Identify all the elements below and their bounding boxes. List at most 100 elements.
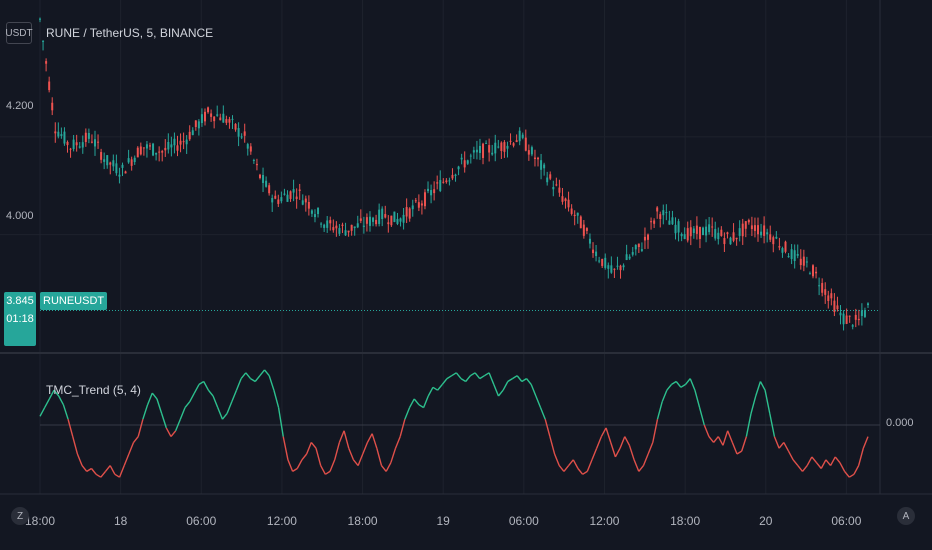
candle-body	[845, 315, 848, 324]
indicator-segment	[217, 407, 224, 420]
candle-body	[48, 81, 51, 91]
indicator-segment	[759, 381, 766, 391]
indicator-segment	[175, 418, 181, 432]
indicator-segment	[446, 375, 453, 380]
candle-body	[277, 199, 280, 204]
candle-body	[555, 184, 558, 186]
candle-body	[695, 225, 698, 234]
indicator-segment	[652, 419, 659, 443]
indicator-segment	[563, 465, 570, 472]
indicator-segment	[493, 384, 500, 397]
indicator-segment	[418, 404, 424, 409]
candle-body	[714, 228, 717, 239]
candle-body	[326, 220, 329, 228]
candle-body	[787, 256, 790, 258]
candle-body	[197, 121, 200, 129]
candle-body	[738, 228, 741, 236]
candle-body	[573, 214, 576, 217]
indicator-segment	[58, 395, 65, 406]
candle-body	[118, 174, 121, 177]
indicator-segment	[675, 381, 682, 388]
bar-countdown: 01:18	[6, 313, 34, 325]
indicator-segment	[273, 390, 280, 408]
candle-body	[448, 180, 451, 182]
candle-body	[436, 182, 439, 184]
indicator-segment	[53, 389, 60, 397]
candle-body	[460, 157, 463, 160]
candle-body	[112, 160, 115, 167]
candle-body	[115, 163, 118, 174]
candle-body	[249, 146, 252, 152]
indicator-segment	[857, 448, 864, 466]
candle-body	[216, 114, 219, 116]
indicator-title[interactable]: TMC_Trend (5, 4)	[46, 383, 141, 397]
candle-body	[527, 150, 530, 155]
indicator-segment	[343, 430, 350, 449]
candle-body	[500, 142, 503, 152]
candle-body	[451, 174, 454, 179]
candle-body	[69, 148, 72, 150]
indicator-segment	[226, 401, 233, 414]
indicator-segment	[484, 372, 490, 377]
candle-body	[286, 194, 289, 202]
indicator-segment	[301, 453, 308, 461]
indicator-segment	[156, 398, 163, 414]
candle-body	[854, 314, 857, 320]
indicator-segment	[324, 470, 331, 475]
indicator-segment	[797, 465, 804, 472]
candle-body	[161, 151, 164, 153]
candle-body	[393, 211, 396, 222]
currency-button[interactable]: USDT	[5, 22, 33, 44]
indicator-segment	[371, 433, 378, 449]
auto-scale-button[interactable]: A	[897, 507, 915, 525]
candle-body	[39, 18, 41, 20]
indicator-segment	[694, 390, 701, 408]
candle-body	[799, 258, 802, 266]
indicator-segment	[151, 392, 158, 400]
indicator-segment	[792, 459, 799, 467]
indicator-segment	[829, 456, 836, 466]
indicator-segment	[118, 465, 125, 478]
candle-body	[802, 256, 805, 266]
candle-body	[338, 228, 341, 234]
indicator-segment	[432, 386, 438, 391]
candle-body	[808, 273, 811, 275]
indicator-segment	[853, 465, 860, 475]
indicator-segment	[193, 384, 200, 394]
indicator-segment	[591, 447, 598, 461]
indicator-segment	[207, 389, 214, 397]
indicator-segment	[254, 375, 261, 382]
candle-body	[323, 224, 326, 228]
indicator-segment	[671, 380, 677, 385]
candle-body	[708, 224, 711, 233]
candle-body	[378, 209, 381, 224]
indicator-segment	[179, 407, 186, 420]
candle-body	[815, 271, 818, 274]
indicator-segment	[549, 436, 556, 455]
indicator-segment	[661, 389, 668, 403]
indicator-segment	[142, 404, 149, 420]
candle-body	[75, 142, 78, 146]
candle-body	[491, 152, 494, 155]
candle-body	[405, 207, 408, 217]
candle-body	[375, 219, 378, 225]
candle-body	[307, 202, 310, 209]
candle-body	[350, 224, 353, 231]
candle-body	[757, 225, 760, 235]
candle-body	[194, 120, 197, 127]
candle-body	[320, 223, 323, 225]
indicator-segment	[399, 419, 406, 437]
candle-body	[521, 134, 524, 138]
candle-body	[744, 221, 747, 229]
candle-body	[237, 128, 240, 137]
candle-body	[839, 312, 842, 316]
zoom-reset-button[interactable]: Z	[11, 507, 29, 525]
candle-body	[262, 175, 265, 183]
indicator-segment	[422, 395, 429, 408]
candle-body	[81, 142, 84, 148]
candle-body	[485, 142, 488, 144]
indicator-segment	[198, 380, 205, 385]
candle-body	[207, 107, 210, 113]
indicator-segment	[437, 383, 443, 391]
